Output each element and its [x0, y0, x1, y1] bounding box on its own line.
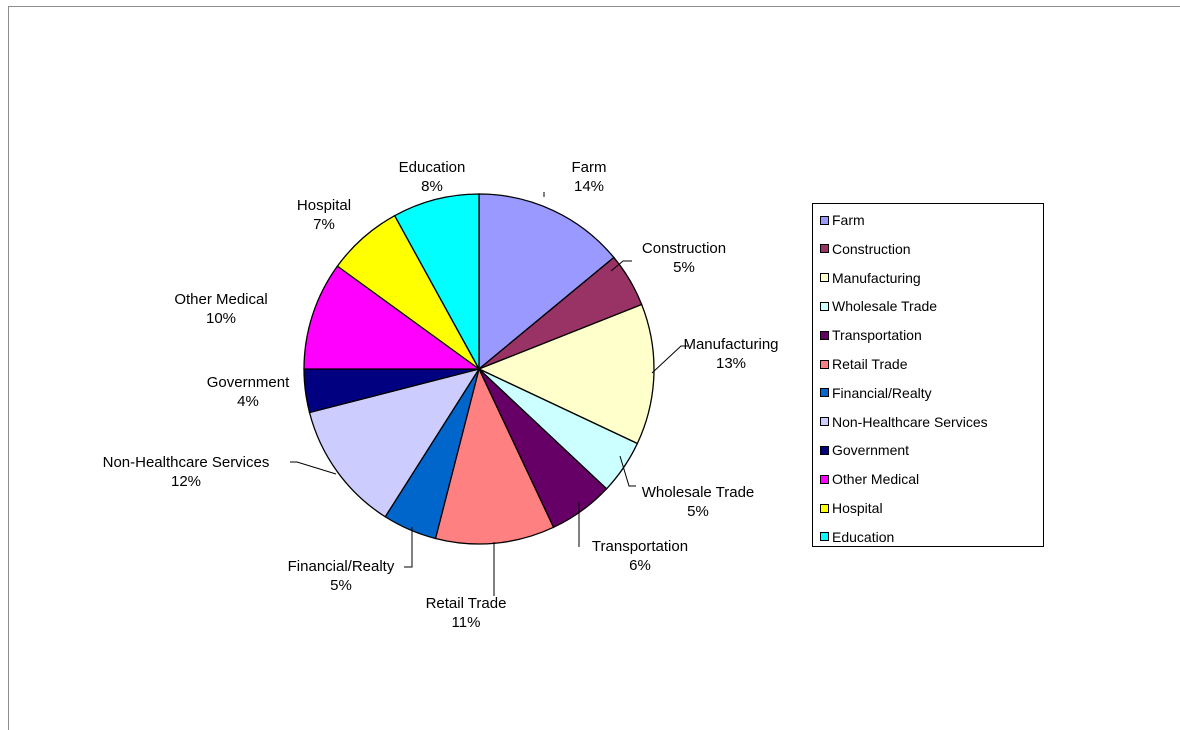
pie-slices — [303, 193, 655, 545]
leader-lines — [290, 192, 688, 596]
legend-item-financial-realty: Financial/Realty — [820, 383, 932, 403]
leader-line-wholesale-trade — [619, 455, 636, 487]
legend-swatch-hospital — [820, 503, 829, 513]
legend-label-construction: Construction — [832, 240, 911, 257]
legend-swatch-transportation — [820, 330, 829, 340]
slice-label-manufacturing: Manufacturing 13% — [683, 336, 778, 372]
legend-swatch-financial-realty — [820, 388, 829, 398]
legend-item-government: Government — [820, 440, 909, 460]
pie-slice-farm — [478, 193, 615, 371]
pie-slice-manufacturing — [477, 303, 655, 445]
legend-label-farm: Farm — [832, 212, 865, 228]
pie-slice-retail-trade — [434, 367, 555, 545]
legend-item-other-medical: Other Medical — [820, 469, 919, 489]
legend-label-non-healthcare-services: Non-Healthcare Services — [832, 413, 988, 430]
slice-label-transportation: Transportation 6% — [592, 538, 688, 574]
legend-item-non-healthcare-services: Non-Healthcare Services — [820, 412, 988, 432]
slice-label-financial-realty: Financial/Realty 5% — [288, 558, 395, 594]
legend-label-government: Government — [832, 442, 910, 459]
legend-label-transportation: Transportation — [832, 327, 922, 344]
legend-label-other-medical: Other Medical — [832, 471, 920, 488]
legend-item-construction: Construction — [820, 239, 911, 259]
legend-label-education: Education — [832, 528, 895, 545]
slice-label-government: Government 4% — [207, 374, 290, 410]
legend-label-wholesale-trade: Wholesale Trade — [832, 298, 938, 315]
legend-item-manufacturing: Manufacturing — [820, 268, 921, 288]
legend-swatch-manufacturing — [820, 273, 829, 283]
pie-slice-education — [393, 193, 480, 370]
slice-label-wholesale-trade: Wholesale Trade 5% — [642, 484, 755, 520]
leader-line-financial-realty — [404, 527, 413, 568]
legend-item-education: Education — [820, 527, 894, 547]
legend-swatch-non-healthcare-services — [820, 417, 829, 427]
legend-swatch-government — [820, 445, 829, 455]
slice-label-construction: Construction 5% — [642, 240, 726, 276]
pie-slice-non-healthcare-services — [308, 367, 481, 518]
leader-line-manufacturing — [651, 345, 688, 374]
leader-line-construction — [610, 260, 632, 272]
slice-label-other-medical: Other Medical 10% — [174, 291, 267, 327]
leader-line-non-healthcare-services — [290, 461, 337, 475]
slice-labels: Farm 14% Construction 5% Manufacturing 13% Who… — [103, 159, 779, 631]
legend-swatch-retail-trade — [820, 359, 829, 369]
legend: Farm Construction Manufacturing Wholesale T… — [812, 203, 1044, 547]
legend-item-wholesale-trade: Wholesale Trade — [820, 296, 937, 316]
legend-item-farm: Farm — [820, 210, 865, 230]
legend-swatch-construction — [820, 244, 829, 254]
slice-label-retail-trade: Retail Trade 11% — [426, 595, 507, 631]
slice-label-farm: Farm 14% — [572, 159, 607, 195]
legend-item-hospital: Hospital — [820, 498, 883, 518]
legend-label-hospital: Hospital — [832, 500, 883, 516]
slice-label-hospital: Hospital 7% — [297, 197, 351, 233]
legend-label-manufacturing: Manufacturing — [832, 269, 921, 286]
slice-label-non-healthcare-services: Non-Healthcare Services 12% — [103, 454, 270, 490]
legend-swatch-wholesale-trade — [820, 301, 829, 311]
pie-slice-other-medical — [303, 265, 482, 370]
legend-swatch-other-medical — [820, 474, 829, 484]
chart-area — [8, 6, 1180, 730]
legend-item-retail-trade: Retail Trade — [820, 354, 907, 374]
slice-label-education: Education 8% — [399, 159, 466, 195]
legend-swatch-farm — [820, 215, 829, 225]
legend-label-financial-realty: Financial/Realty — [832, 384, 932, 401]
legend-item-transportation: Transportation — [820, 325, 922, 345]
legend-label-retail-trade: Retail Trade — [832, 356, 908, 372]
legend-swatch-education — [820, 532, 829, 542]
